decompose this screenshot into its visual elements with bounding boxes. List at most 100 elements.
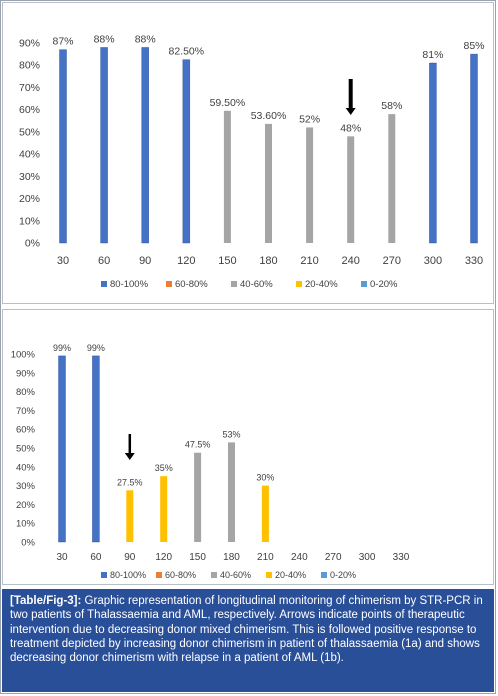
legend-swatch bbox=[101, 572, 107, 578]
y-tick-label: 30% bbox=[19, 171, 40, 183]
chart-1a-svg: 0% 10% 20% 30% 40% 50% 60% 70% 80% 90% 30 60 90 120 15… bbox=[19, 33, 485, 290]
x-tick-label: 60 bbox=[98, 255, 110, 267]
legend-label: 80-100% bbox=[110, 570, 146, 580]
y-tick-label: 60% bbox=[16, 425, 36, 436]
x-tick-label: 270 bbox=[383, 255, 401, 267]
data-label: 30% bbox=[256, 473, 274, 483]
legend-label: 40-60% bbox=[240, 279, 273, 290]
x-tick-label: 30 bbox=[56, 552, 68, 563]
legend-label: 40-60% bbox=[220, 570, 251, 580]
y-tick-label: 90% bbox=[16, 368, 36, 379]
x-tick-label: 330 bbox=[393, 552, 410, 563]
data-label: 58% bbox=[381, 100, 402, 112]
y-tick-label: 80% bbox=[19, 60, 40, 72]
data-label: 47.5% bbox=[185, 440, 211, 450]
y-tick-label: 70% bbox=[16, 406, 36, 417]
legend-swatch bbox=[361, 281, 367, 287]
data-label: 82.50% bbox=[168, 46, 204, 58]
y-tick-label: 70% bbox=[19, 82, 40, 94]
x-tick-label: 180 bbox=[259, 255, 277, 267]
x-tick-label: 150 bbox=[218, 255, 236, 267]
data-label: 88% bbox=[94, 33, 115, 45]
bar bbox=[182, 59, 191, 244]
y-tick-label: 100% bbox=[11, 350, 36, 361]
legend-label: 60-80% bbox=[165, 570, 196, 580]
x-tick-label: 330 bbox=[465, 255, 483, 267]
bar bbox=[100, 47, 108, 244]
data-label: 59.50% bbox=[210, 97, 246, 109]
y-tick-label: 40% bbox=[19, 149, 40, 161]
intervention-arrow bbox=[124, 434, 135, 460]
x-tick-label: 120 bbox=[177, 255, 195, 267]
x-tick-label: 60 bbox=[90, 552, 102, 563]
legend: 80-100% 60-80% 40-60% 20-40% 0-20% bbox=[101, 570, 356, 580]
x-tick-label: 30 bbox=[57, 255, 69, 267]
caption-tag: [Table/Fig-3]: bbox=[10, 595, 82, 607]
chart-1b-svg: 0% 10% 20% 30% 40% 50% 60% 70% 80% 90% 100% 30 60 90 1… bbox=[11, 343, 410, 580]
data-label: 53.60% bbox=[251, 110, 287, 122]
legend-label: 0-20% bbox=[330, 570, 356, 580]
bar bbox=[347, 136, 355, 243]
data-label: 48% bbox=[340, 122, 361, 134]
bar bbox=[160, 476, 168, 542]
data-label: 27.5% bbox=[117, 477, 143, 487]
x-tick-label: 210 bbox=[257, 552, 274, 563]
legend-swatch bbox=[166, 281, 172, 287]
legend-label: 20-40% bbox=[275, 570, 306, 580]
data-label: 87% bbox=[52, 36, 73, 48]
legend-swatch bbox=[156, 572, 162, 578]
data-label: 35% bbox=[155, 463, 173, 473]
bar bbox=[470, 53, 478, 244]
data-label: 52% bbox=[299, 113, 320, 125]
caption-text: Graphic representation of longitudinal m… bbox=[10, 595, 483, 665]
bar bbox=[388, 114, 396, 243]
figure-caption: [Table/Fig-3]: Graphic representation of… bbox=[2, 589, 494, 692]
bar bbox=[126, 490, 134, 542]
arrow-head bbox=[345, 108, 356, 115]
bar bbox=[228, 442, 235, 542]
y-tick-label: 0% bbox=[21, 538, 35, 549]
legend-label: 80-100% bbox=[110, 279, 149, 290]
y-tick-label: 40% bbox=[16, 462, 36, 473]
x-tick-label: 150 bbox=[189, 552, 206, 563]
bar bbox=[223, 110, 231, 244]
bar bbox=[58, 355, 66, 543]
data-label: 88% bbox=[135, 33, 156, 45]
y-tick-label: 30% bbox=[16, 481, 36, 492]
bar bbox=[265, 123, 272, 243]
y-tick-label: 60% bbox=[19, 104, 40, 116]
bar bbox=[141, 47, 149, 244]
data-label: 81% bbox=[422, 49, 443, 61]
x-tick-label: 180 bbox=[223, 552, 240, 563]
data-label: 99% bbox=[53, 343, 71, 353]
x-tick-label: 120 bbox=[155, 552, 172, 563]
y-tick-label: 20% bbox=[19, 193, 40, 205]
x-tick-label: 210 bbox=[300, 255, 318, 267]
legend-swatch bbox=[266, 572, 272, 578]
y-tick-label: 10% bbox=[16, 519, 36, 530]
y-tick-label: 80% bbox=[16, 387, 36, 398]
x-tick-label: 300 bbox=[359, 552, 376, 563]
chart-panel-1a: 0% 10% 20% 30% 40% 50% 60% 70% 80% 90% 30 60 90 120 15… bbox=[2, 2, 494, 304]
bar bbox=[59, 49, 67, 244]
chart-panel-1b: 0% 10% 20% 30% 40% 50% 60% 70% 80% 90% 100% 30 60 90 1… bbox=[2, 309, 494, 585]
legend: 80-100% 60-80% 40-60% 20-40% 0-20% bbox=[101, 279, 398, 290]
bar bbox=[194, 452, 202, 542]
x-tick-label: 90 bbox=[139, 255, 151, 267]
y-tick-label: 0% bbox=[25, 238, 40, 250]
legend-label: 0-20% bbox=[370, 279, 398, 290]
legend-label: 20-40% bbox=[305, 279, 338, 290]
y-tick-label: 50% bbox=[19, 126, 40, 138]
x-tick-label: 90 bbox=[124, 552, 136, 563]
intervention-arrow bbox=[345, 79, 356, 115]
legend-swatch bbox=[231, 281, 237, 287]
legend-swatch bbox=[296, 281, 302, 287]
x-tick-label: 240 bbox=[291, 552, 308, 563]
bar bbox=[429, 62, 437, 244]
legend-swatch bbox=[101, 281, 107, 287]
x-tick-label: 300 bbox=[424, 255, 442, 267]
bar bbox=[306, 127, 314, 243]
y-tick-label: 90% bbox=[19, 38, 40, 50]
arrow-head bbox=[124, 453, 135, 460]
